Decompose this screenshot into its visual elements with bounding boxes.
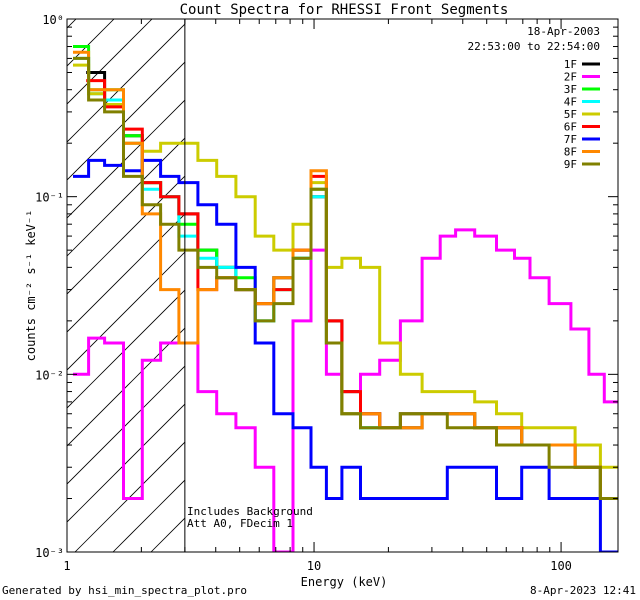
series-9F-line xyxy=(73,56,618,500)
series-1F-line xyxy=(86,71,618,500)
y-tick-label: 10⁻³ xyxy=(35,546,64,560)
legend-label-7F: 7F xyxy=(564,133,577,146)
series-3F-line xyxy=(73,45,618,500)
legend-label-8F: 8F xyxy=(564,146,577,159)
x-axis-label: Energy (keV) xyxy=(301,575,388,589)
footer-generated-by: Generated by hsi_min_spectra_plot.pro xyxy=(2,584,247,597)
legend-label-1F: 1F xyxy=(564,58,577,71)
series-5F-line xyxy=(73,63,618,469)
y-axis-label-text: counts cm⁻² s⁻¹ keV⁻¹ xyxy=(24,210,38,362)
legend-label-5F: 5F xyxy=(564,108,577,121)
y-tick-label: 10⁻¹ xyxy=(35,191,64,205)
annotation-background: Includes Background xyxy=(187,505,313,518)
hatched-region xyxy=(67,19,185,552)
legend-label-2F: 2F xyxy=(564,71,577,84)
date-label: 18-Apr-2003 xyxy=(527,25,600,38)
legend-label-6F: 6F xyxy=(564,121,577,134)
series-8F-line xyxy=(73,50,618,500)
series-7F-line xyxy=(73,158,618,552)
footer-timestamp: 8-Apr-2023 12:41 xyxy=(530,584,636,597)
y-tick-label: 10⁻² xyxy=(35,368,64,382)
y-tick-label: 10⁰ xyxy=(42,13,64,27)
legend-label-4F: 4F xyxy=(564,96,577,109)
legend-label-9F: 9F xyxy=(564,158,577,171)
plot-frame xyxy=(66,18,619,553)
annotation-attenuator: Att A0, FDecim 1 xyxy=(187,517,293,530)
x-tick-label: 1 xyxy=(63,559,70,573)
y-axis-label: counts cm⁻² s⁻¹ keV⁻¹ xyxy=(24,210,38,362)
x-tick-label: 10 xyxy=(307,559,321,573)
legend-label-3F: 3F xyxy=(564,83,577,96)
x-tick-label: 100 xyxy=(550,559,572,573)
chart-title: Count Spectra for RHESSI Front Segments xyxy=(180,2,509,18)
time-range-label: 22:53:00 to 22:54:00 xyxy=(468,40,600,53)
